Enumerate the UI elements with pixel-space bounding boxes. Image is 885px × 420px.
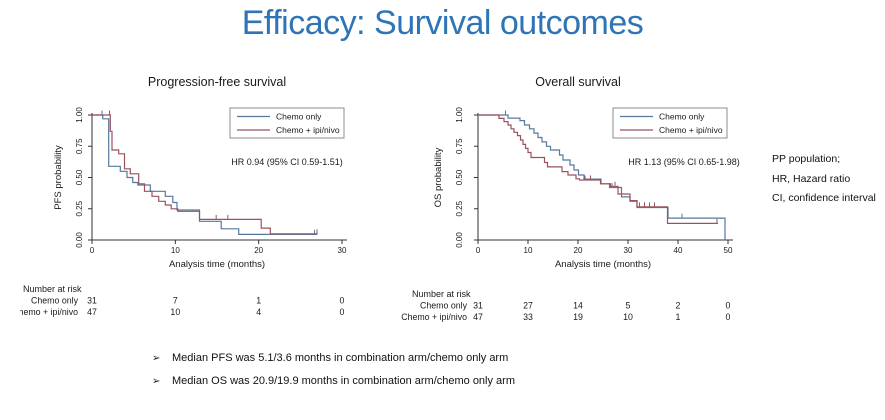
number-at-risk-header: Number at risk xyxy=(23,284,82,294)
risk-count: 0 xyxy=(340,296,345,306)
risk-row-label: Chemo + ipi/nivo xyxy=(20,307,78,317)
x-tick-label: 40 xyxy=(674,246,683,255)
risk-count: 47 xyxy=(473,312,483,322)
risk-count: 47 xyxy=(87,307,97,317)
km-curve-chemo-ipi-nivo xyxy=(478,114,718,224)
hr-annotation: HR 1.13 (95% CI 0.65-1.98) xyxy=(628,157,740,167)
bullet-text: Median PFS was 5.1/3.6 months in combina… xyxy=(172,352,509,364)
number-at-risk: Number at risk Chemo only 31 27 14 5 2 0 Chemo +… xyxy=(401,289,730,322)
bullet-text: Median OS was 20.9/19.9 months in combin… xyxy=(172,375,515,387)
abbreviation-notes: PP population; HR, Hazard ratio CI, conf… xyxy=(772,150,882,209)
bullet-median-os: ➢ Median OS was 20.9/19.9 months in comb… xyxy=(152,375,515,387)
risk-count: 33 xyxy=(523,312,533,322)
legend-label: Chemo + ipi/nivo xyxy=(276,125,340,135)
risk-row-label: Chemo only xyxy=(31,296,79,306)
legend-label: Chemo only xyxy=(276,112,322,122)
risk-count: 0 xyxy=(340,307,345,317)
y-tick-label: 0.25 xyxy=(455,200,464,216)
note-ci-definition: CI, confidence interval xyxy=(772,192,876,204)
pfs-figure: Progression-free survival 0.00 0.25 0.50 0.7… xyxy=(20,66,395,332)
bullet-list: ➢ Median PFS was 5.1/3.6 months in combi… xyxy=(152,352,515,398)
x-axis-title: Analysis time (months) xyxy=(555,259,651,270)
y-tick-label: 0.50 xyxy=(455,169,464,185)
legend: Chemo only Chemo + ipi/nivo xyxy=(229,107,345,139)
risk-count: 10 xyxy=(170,307,180,317)
os-figure: Overall survival 0.00 0.25 0.50 0.75 1.00 OS p… xyxy=(400,66,778,332)
risk-count: 31 xyxy=(473,301,483,311)
risk-count: 1 xyxy=(256,296,261,306)
legend-box xyxy=(229,107,345,139)
risk-count: 0 xyxy=(726,301,731,311)
x-tick-label: 0 xyxy=(476,246,481,255)
risk-count: 4 xyxy=(256,307,261,317)
y-tick-label: 1.00 xyxy=(455,107,464,123)
x-tick-label: 10 xyxy=(524,246,533,255)
x-tick-label: 50 xyxy=(724,246,733,255)
y-tick-label: 1.00 xyxy=(75,107,84,123)
risk-count: 27 xyxy=(523,301,533,311)
survival-step-line xyxy=(478,114,718,224)
y-tick-label: 0.00 xyxy=(455,232,464,248)
y-tick-label: 0.00 xyxy=(75,232,84,248)
arrow-bullet-icon: ➢ xyxy=(152,353,161,364)
x-axis-title: Analysis time (months) xyxy=(169,259,265,270)
note-pp-population: PP population; xyxy=(772,153,841,165)
legend: Chemo only Chemo + ipi/nivo xyxy=(612,107,728,139)
chart-title: Overall survival xyxy=(535,75,620,89)
risk-count: 19 xyxy=(573,312,583,322)
risk-count: 10 xyxy=(623,312,633,322)
legend-label: Chemo only xyxy=(659,112,705,122)
risk-count: 14 xyxy=(573,301,583,311)
chart-title: Progression-free survival xyxy=(148,75,286,89)
x-tick-label: 20 xyxy=(254,246,263,255)
risk-count: 0 xyxy=(726,312,731,322)
survival-step-line xyxy=(92,114,318,235)
x-tick-label: 30 xyxy=(338,246,347,255)
number-at-risk-header: Number at risk xyxy=(412,289,471,299)
y-axis-title: OS probability xyxy=(433,147,444,207)
x-tick-label: 0 xyxy=(90,246,95,255)
risk-count: 1 xyxy=(676,312,681,322)
km-curve-chemo-ipi-nivo xyxy=(92,110,318,235)
risk-row-label: Chemo only xyxy=(420,301,468,311)
risk-count: 31 xyxy=(87,296,97,306)
survival-step-line xyxy=(92,114,317,235)
y-tick-label: 0.75 xyxy=(455,138,464,154)
risk-row-label: Chemo + ipi/nivo xyxy=(401,312,467,322)
hr-annotation: HR 0.94 (95% CI 0.59-1.51) xyxy=(231,157,343,167)
y-tick-label: 0.25 xyxy=(75,200,84,216)
y-axis-title: PFS probability xyxy=(53,145,64,210)
x-tick-label: 10 xyxy=(171,246,180,255)
os-chart: Overall survival 0.00 0.25 0.50 0.75 1.00 OS p… xyxy=(401,75,740,322)
note-hr-definition: HR, Hazard ratio xyxy=(772,172,851,185)
x-tick-label: 20 xyxy=(574,246,583,255)
slide-title: Efficacy: Survival outcomes xyxy=(241,4,644,42)
pfs-chart: Progression-free survival 0.00 0.25 0.50 0.7… xyxy=(20,75,347,317)
bullet-median-pfs: ➢ Median PFS was 5.1/3.6 months in combi… xyxy=(152,352,515,364)
x-tick-label: 30 xyxy=(624,246,633,255)
legend-label: Chemo + ipi/nivo xyxy=(659,125,723,135)
risk-count: 2 xyxy=(676,301,681,311)
arrow-bullet-icon: ➢ xyxy=(152,376,161,387)
y-tick-label: 0.75 xyxy=(75,138,84,154)
y-tick-label: 0.50 xyxy=(75,169,84,185)
legend-box xyxy=(612,107,728,139)
risk-count: 7 xyxy=(173,296,178,306)
risk-count: 5 xyxy=(626,301,631,311)
